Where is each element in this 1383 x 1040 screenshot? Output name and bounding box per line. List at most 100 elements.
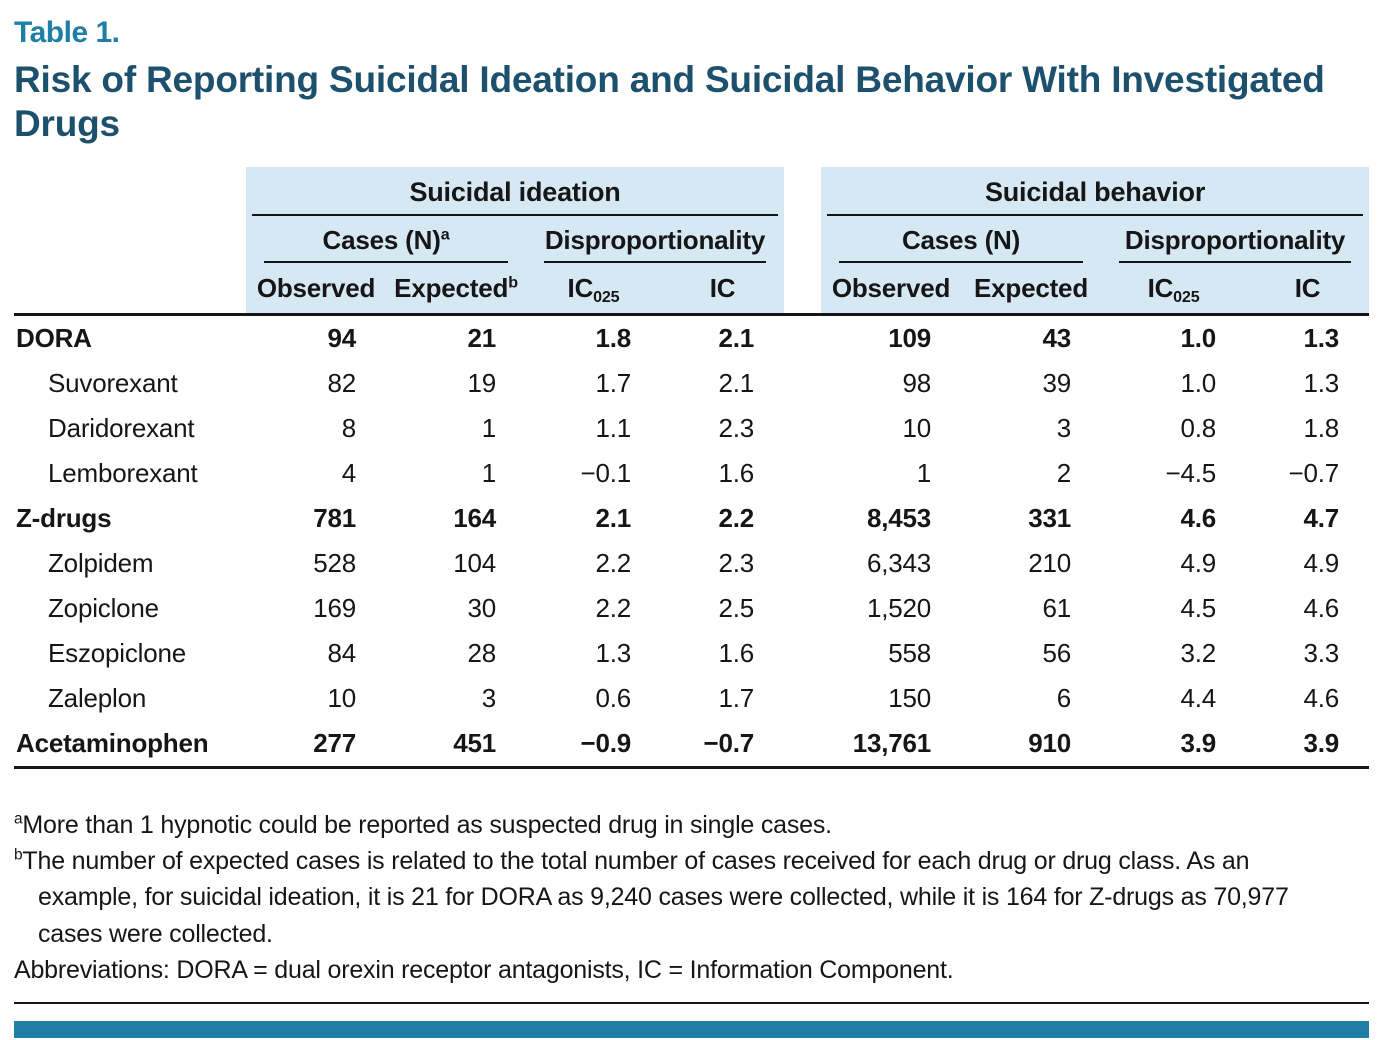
column-gap <box>784 406 821 451</box>
empty-header-cell <box>14 216 246 263</box>
value-cell: 10 <box>902 412 932 443</box>
table-row-zolpidem: Zolpidem 528 104 2.2 2.3 6,343 210 4.9 4… <box>14 541 1369 586</box>
value-cell: 1.6 <box>718 637 755 668</box>
value-cell: 3 <box>1056 412 1072 443</box>
value-cell: 1.6 <box>718 457 755 488</box>
value-cell: 1.7 <box>595 367 631 398</box>
drug-name-cell: DORA <box>16 322 92 353</box>
value-cell: −0.7 <box>1288 457 1340 488</box>
table-row-zaleplon: Zaleplon 10 3 0.6 1.7 150 6 4.4 4.6 <box>14 676 1369 721</box>
value-cell: 28 <box>467 637 496 668</box>
cases-label: Cases (N) <box>839 216 1084 263</box>
value-cell: 1.8 <box>1303 412 1340 443</box>
value-cell: 10 <box>327 682 356 713</box>
value-cell: 84 <box>327 637 356 668</box>
value-cell: 1,520 <box>866 592 932 623</box>
column-gap <box>784 720 822 769</box>
footnote-marker: b <box>14 846 23 864</box>
value-cell: 4.7 <box>1303 502 1340 533</box>
value-cell: 4.6 <box>1303 682 1340 713</box>
value-cell: 43 <box>1042 322 1072 353</box>
drug-name-cell: Lemborexant <box>48 457 198 488</box>
empty-header-cell <box>14 167 246 216</box>
value-cell: 4.6 <box>1180 502 1217 533</box>
suicidal-ideation-group-header: Suicidal ideation <box>246 166 785 216</box>
table-label: Table 1. <box>14 16 120 49</box>
page-title: Risk of Reporting Suicidal Ideation and … <box>14 59 1325 145</box>
value-cell: 4.6 <box>1303 592 1340 623</box>
value-cell: 150 <box>888 682 932 713</box>
ic-label: IC <box>567 272 594 303</box>
value-cell: −0.1 <box>580 457 631 488</box>
ic-subscript: 025 <box>1173 287 1200 306</box>
value-cell: 6,343 <box>866 547 932 578</box>
footnote-text: More than 1 hypnotic could be reported a… <box>22 810 832 839</box>
table-body: DORA 94 21 1.8 2.1 109 43 1.0 1.3 Suvore… <box>14 314 1370 769</box>
value-cell: 331 <box>1028 502 1072 533</box>
value-cell: 61 <box>1042 592 1072 623</box>
table-header: Suicidal ideation Suicidal behavior Case… <box>14 166 1370 316</box>
value-cell: 21 <box>467 322 496 353</box>
table-row-lemborexant: Lemborexant 4 1 −0.1 1.6 1 2 −4.5 −0.7 <box>14 451 1369 496</box>
ic-column-header: IC <box>1246 262 1370 316</box>
value-cell: 30 <box>467 592 496 623</box>
value-cell: 781 <box>313 502 356 533</box>
value-cell: 2.2 <box>595 547 631 578</box>
value-cell: 1.3 <box>595 637 631 668</box>
value-cell: 1.8 <box>595 322 631 353</box>
column-header-row: Observed Expectedb IC025 IC Observed Exp… <box>14 262 1370 316</box>
value-cell: 2.3 <box>718 412 755 443</box>
column-gap <box>784 361 821 406</box>
drug-name-cell: Eszopiclone <box>48 637 186 668</box>
value-cell: 277 <box>246 720 386 769</box>
value-cell: 1.0 <box>1180 322 1217 353</box>
value-cell: 4.5 <box>1180 592 1217 623</box>
value-cell: 451 <box>386 720 526 769</box>
cases-label: Cases (N) <box>322 224 441 255</box>
value-cell: 1.3 <box>1303 367 1340 398</box>
column-gap <box>784 451 821 496</box>
drug-name-cell: Daridorexant <box>48 412 195 443</box>
value-cell: −0.7 <box>661 720 785 769</box>
value-cell: 3.9 <box>1246 720 1370 769</box>
column-gap <box>784 541 821 586</box>
value-cell: 82 <box>327 367 356 398</box>
value-cell: 1.7 <box>718 682 755 713</box>
value-cell: 3.2 <box>1180 637 1217 668</box>
ic025-column-header: IC025 <box>1101 262 1247 316</box>
expected-column-header: Expected <box>961 262 1102 316</box>
value-cell: 2.3 <box>718 547 755 578</box>
footnotes-section: aMore than 1 hypnotic could be reported … <box>14 807 1344 988</box>
column-gap <box>784 496 821 541</box>
value-cell: 1 <box>481 412 496 443</box>
observed-column-header: Observed <box>246 262 386 316</box>
observed-column-header: Observed <box>821 262 962 316</box>
ic-label: IC <box>1147 272 1174 303</box>
value-cell: 4.9 <box>1303 547 1340 578</box>
value-cell: 3.3 <box>1303 637 1340 668</box>
drug-name-cell: Zaleplon <box>48 682 147 713</box>
ic-column-header: IC <box>661 262 785 316</box>
table-row-zopiclone: Zopiclone 169 30 2.2 2.5 1,520 61 4.5 4.… <box>14 586 1369 631</box>
value-cell: 3 <box>481 682 496 713</box>
value-cell: 2.1 <box>718 322 755 353</box>
footnote-a: aMore than 1 hypnotic could be reported … <box>14 807 1344 843</box>
value-cell: 910 <box>961 720 1102 769</box>
suicidal-behavior-group-header: Suicidal behavior <box>821 166 1370 216</box>
value-cell: 56 <box>1042 637 1072 668</box>
value-cell: 2.1 <box>718 367 755 398</box>
bottom-accent-bar <box>14 1021 1369 1038</box>
drug-name-cell: Acetaminophen <box>14 720 246 769</box>
column-gap <box>784 314 821 361</box>
value-cell: 8 <box>341 412 356 443</box>
abbreviations-note: Abbreviations: DORA = dual orexin recept… <box>14 952 1344 988</box>
group-label: Suicidal ideation <box>252 167 779 216</box>
cases-header-ideation: Cases (N)a <box>246 215 526 263</box>
footnote-marker: a <box>14 810 23 828</box>
disproportionality-label: Disproportionality <box>1119 216 1352 263</box>
value-cell: 1.1 <box>595 412 631 443</box>
column-gap <box>784 586 821 631</box>
value-cell: 6 <box>1056 682 1072 713</box>
value-cell: 4 <box>341 457 356 488</box>
